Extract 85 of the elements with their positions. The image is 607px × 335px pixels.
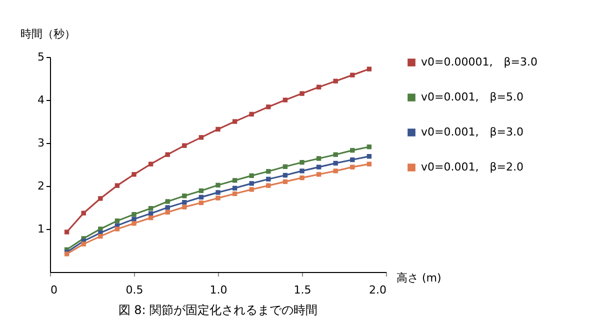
point	[98, 196, 103, 201]
point	[148, 162, 154, 166]
y-tick-label: 1	[38, 222, 44, 236]
point	[216, 196, 220, 200]
point	[132, 216, 136, 222]
point	[316, 164, 322, 170]
point	[148, 206, 154, 211]
point	[165, 152, 170, 157]
point	[216, 126, 220, 132]
legend-label: v0=0.001, β=2.0	[421, 160, 524, 174]
point	[132, 221, 136, 226]
point	[282, 98, 288, 102]
point	[249, 187, 254, 192]
point	[198, 194, 204, 200]
point	[366, 162, 372, 166]
point	[198, 188, 204, 194]
point	[333, 78, 338, 84]
point	[300, 175, 304, 180]
text: 図 8: 関節が固定化されるまでの時間	[118, 303, 318, 317]
point	[350, 72, 355, 78]
point	[249, 112, 254, 117]
point	[282, 172, 288, 178]
point	[266, 183, 271, 188]
point	[81, 210, 86, 216]
point	[333, 152, 338, 157]
point	[350, 157, 355, 162]
point	[366, 144, 372, 150]
point	[282, 179, 288, 184]
point	[282, 164, 288, 169]
point	[266, 176, 271, 182]
point	[366, 154, 372, 159]
point	[333, 168, 338, 174]
point	[64, 230, 70, 234]
point	[165, 199, 170, 204]
point	[350, 164, 355, 170]
point	[148, 215, 154, 220]
point	[132, 212, 136, 217]
point	[114, 226, 120, 232]
point	[300, 160, 304, 165]
point	[182, 200, 187, 205]
legend-label: v0=0.001, β=3.0	[421, 126, 524, 138]
point	[266, 104, 271, 110]
x-tick-label: 1.5	[294, 284, 312, 296]
point	[300, 91, 304, 96]
y-tick-label: 3	[38, 136, 44, 150]
point	[165, 210, 170, 215]
point	[232, 186, 238, 190]
point	[249, 181, 254, 186]
x-tick-label: 1.0	[210, 284, 228, 296]
point	[316, 156, 322, 161]
point	[232, 191, 238, 196]
point	[333, 160, 338, 166]
point	[249, 173, 254, 178]
x-tick-label: 0	[50, 284, 58, 296]
point	[198, 200, 204, 206]
point	[182, 204, 187, 210]
y-tick-label: 4	[38, 94, 44, 106]
x-tick-label: 0.5	[126, 284, 144, 296]
legend-label: v0=0.00001, β=3.0	[421, 56, 538, 68]
point	[114, 218, 120, 224]
point	[316, 172, 322, 177]
point	[216, 190, 220, 195]
point	[232, 119, 238, 124]
point	[182, 194, 187, 198]
point	[266, 169, 271, 174]
point	[114, 183, 120, 188]
point	[300, 168, 304, 174]
point	[366, 66, 372, 72]
point	[216, 182, 220, 188]
point	[165, 205, 170, 210]
x-axis-title: 高さ (m)	[396, 272, 442, 284]
point	[148, 211, 154, 216]
point	[198, 135, 204, 140]
y-axis-title: 時間（秒）	[20, 28, 76, 40]
x-tick-label: 2.0	[369, 284, 386, 296]
point	[132, 172, 136, 177]
point	[182, 143, 187, 148]
point	[81, 242, 86, 246]
point	[316, 84, 322, 90]
y-tick-label: 2	[38, 180, 44, 192]
y-tick-label: 5	[38, 50, 44, 64]
point	[350, 148, 355, 153]
point	[98, 234, 103, 239]
legend-label: v0=0.001, β=5.0	[421, 90, 524, 104]
point	[232, 178, 238, 183]
